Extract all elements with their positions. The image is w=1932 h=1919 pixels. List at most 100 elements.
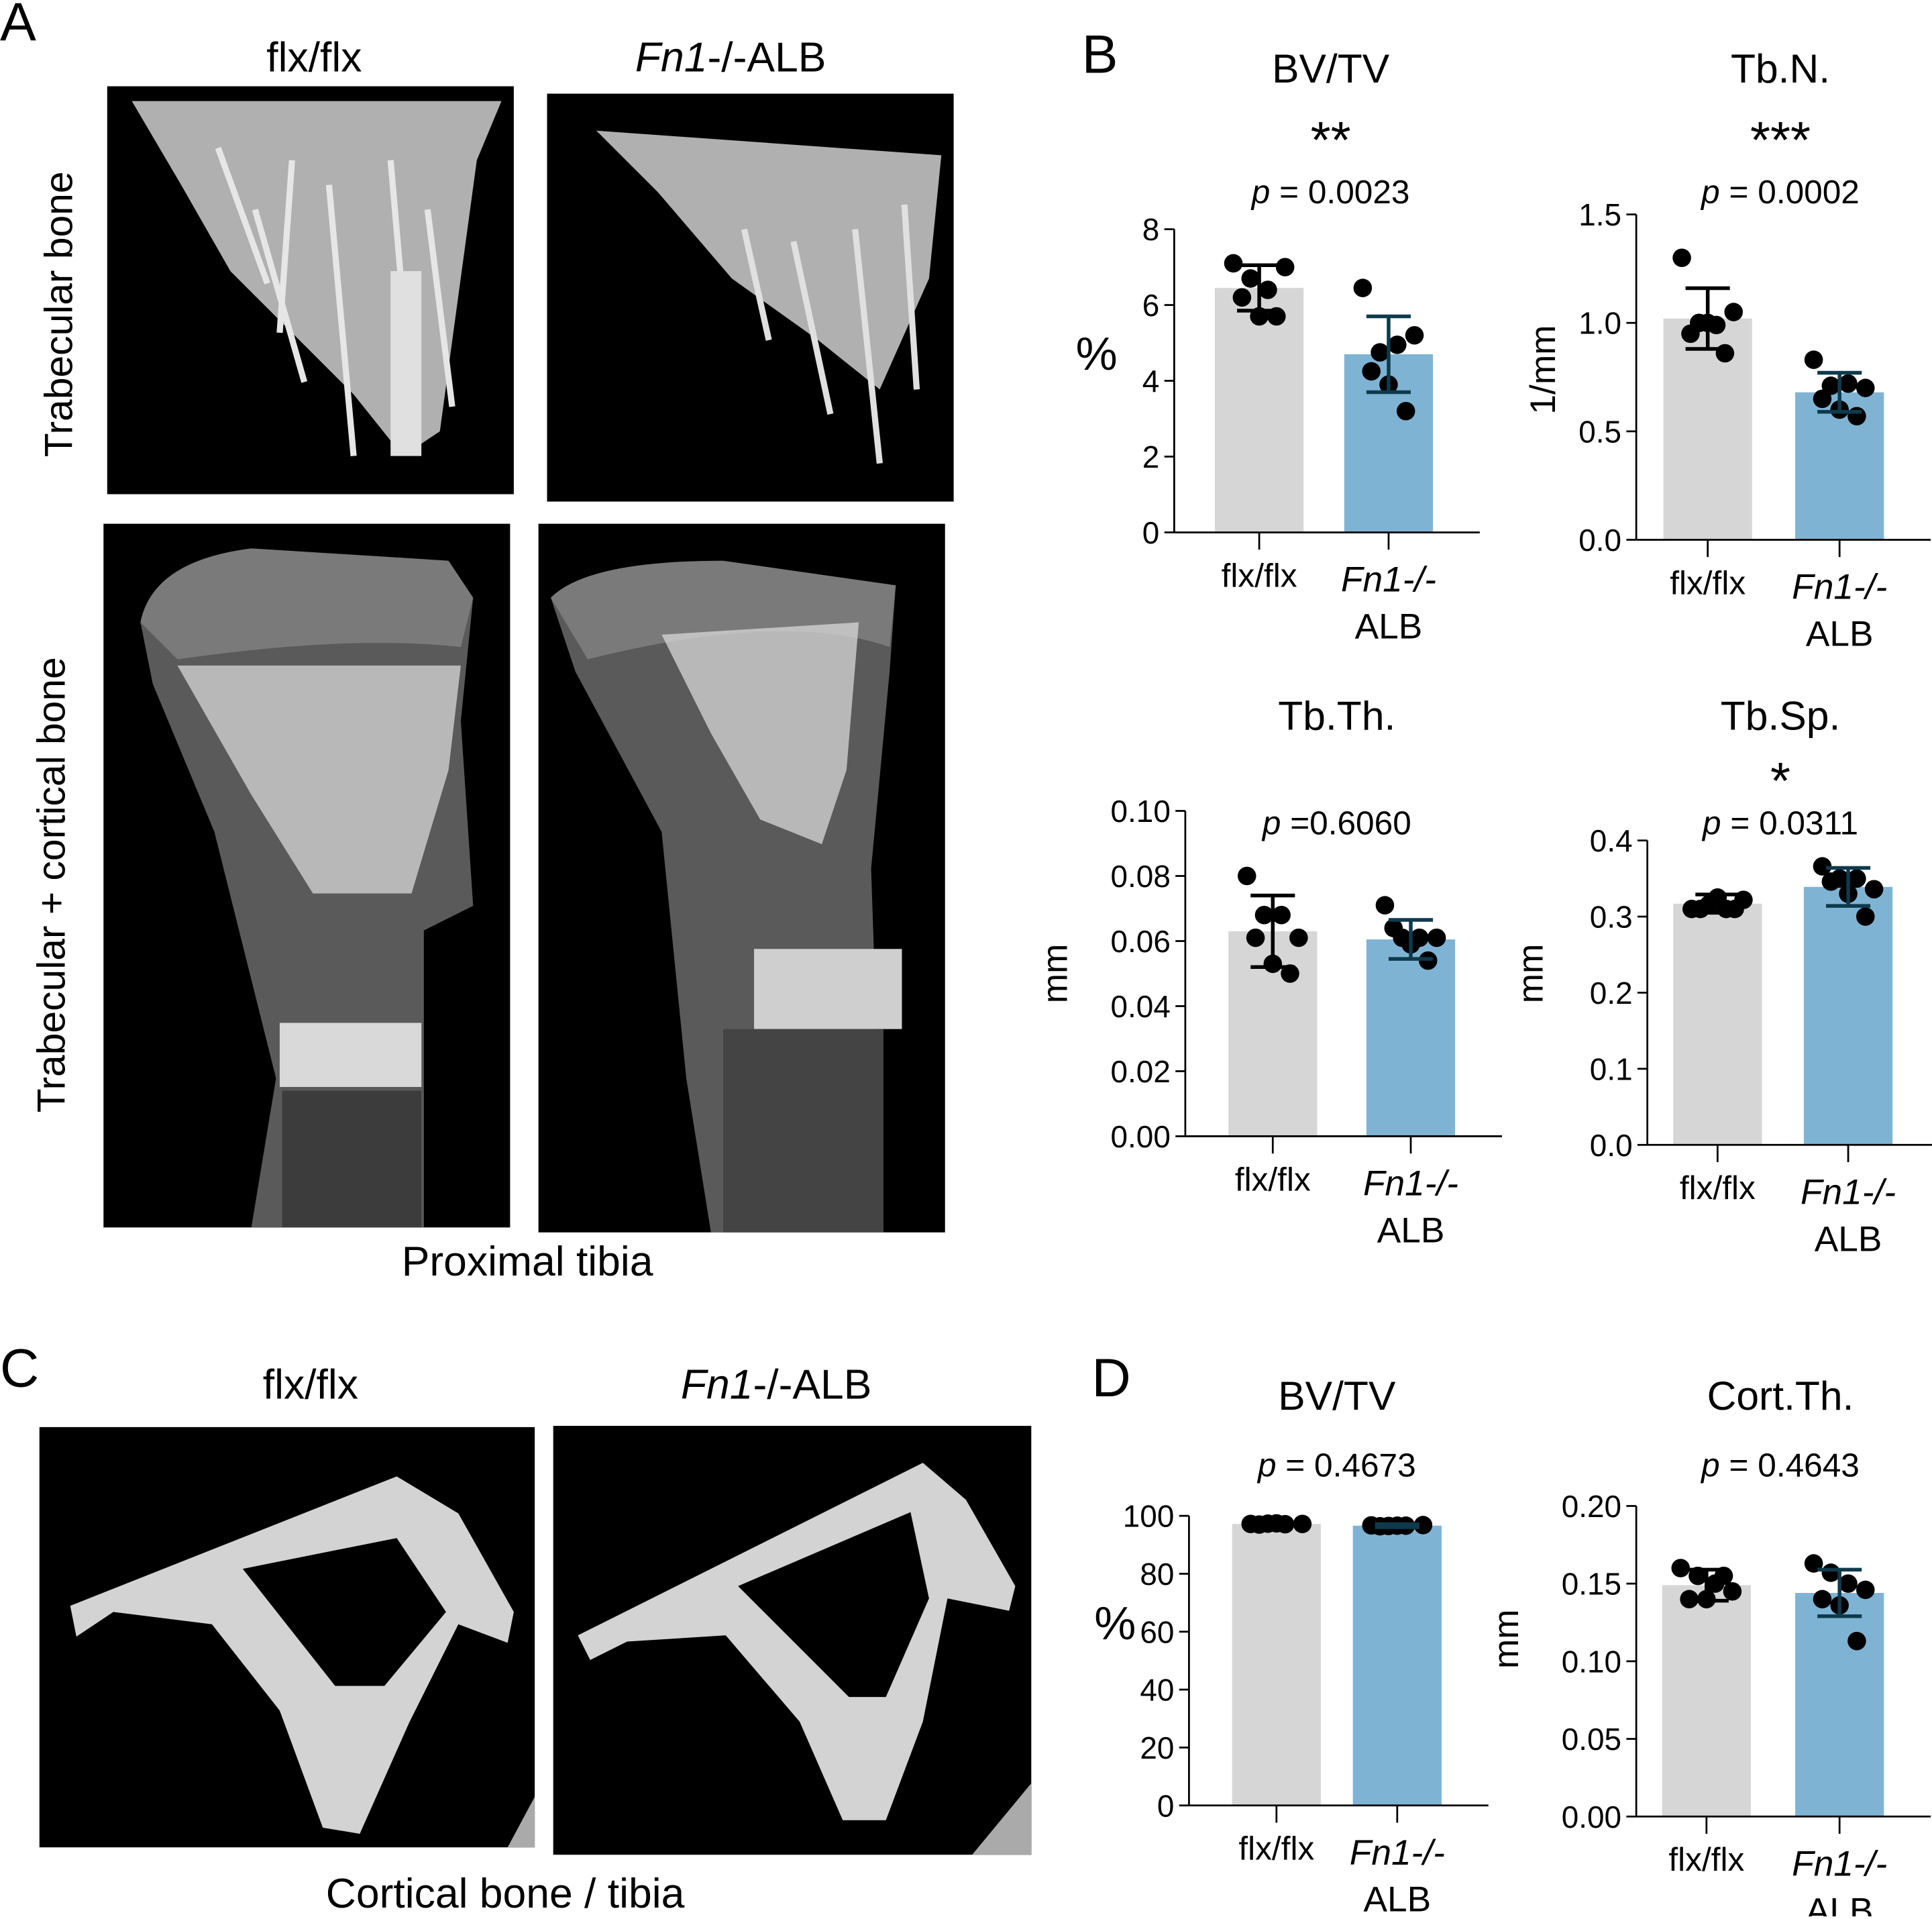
data-point bbox=[1246, 928, 1265, 947]
data-point bbox=[1690, 899, 1710, 919]
bar-control bbox=[1214, 288, 1304, 533]
data-point bbox=[1847, 869, 1866, 888]
bar-control bbox=[1662, 1585, 1751, 1817]
panel-label-c: C bbox=[0, 1338, 40, 1399]
col-label-control-a: flx/flx bbox=[266, 34, 362, 82]
y-tick-label: 0.0 bbox=[1590, 1128, 1633, 1163]
data-point bbox=[1839, 1574, 1858, 1593]
y-axis-label: mm bbox=[1036, 944, 1075, 1004]
col-label-control-c: flx/flx bbox=[262, 1361, 358, 1409]
x-label-control: flx/flx bbox=[1670, 564, 1746, 601]
x-label-ko-line1: Fn1-/- bbox=[1801, 1172, 1896, 1212]
col-label-ko-a: Fn1-/-ALB bbox=[635, 34, 826, 83]
p-number: = 0.4673 bbox=[1285, 1446, 1415, 1484]
x-label-ko-line2: ALB bbox=[1806, 1891, 1874, 1916]
p-value: p = 0.0023 bbox=[1250, 173, 1410, 211]
y-axis-label: 1/mm bbox=[1523, 325, 1563, 414]
p-value: p =0.6060 bbox=[1261, 804, 1411, 841]
panel-label-d: D bbox=[1091, 1348, 1131, 1409]
x-label-control: flx/flx bbox=[1238, 1830, 1314, 1867]
data-point bbox=[1427, 928, 1446, 947]
y-tick-label: 0.1 bbox=[1590, 1051, 1633, 1086]
p-number: = 0.0023 bbox=[1279, 173, 1409, 211]
data-point bbox=[1241, 269, 1260, 288]
p-symbol: p bbox=[1256, 1446, 1285, 1484]
x-label-ko-line1: Fn1-/- bbox=[1363, 1164, 1458, 1204]
x-label-control: flx/flx bbox=[1668, 1840, 1744, 1878]
p-symbol: p bbox=[1250, 173, 1279, 211]
p-symbol: p bbox=[1700, 1446, 1729, 1484]
bar-ko bbox=[1795, 1593, 1884, 1817]
y-axis-label: mm bbox=[1487, 1609, 1526, 1669]
panel-label-a: A bbox=[0, 0, 36, 53]
y-tick-label: 0.3 bbox=[1590, 900, 1633, 935]
data-point bbox=[1821, 376, 1841, 395]
bar-control bbox=[1663, 318, 1752, 540]
data-point bbox=[1839, 374, 1858, 393]
data-point bbox=[1821, 872, 1841, 891]
data-point bbox=[1289, 928, 1308, 947]
data-point bbox=[1362, 362, 1381, 381]
chart-title: Cort.Th. bbox=[1707, 1373, 1854, 1418]
bar-ko bbox=[1803, 886, 1893, 1145]
p-value: p = 0.4673 bbox=[1256, 1446, 1416, 1484]
p-symbol: p bbox=[1700, 173, 1729, 211]
y-tick-label: 20 bbox=[1140, 1730, 1174, 1765]
data-point bbox=[1864, 880, 1884, 898]
y-tick-label: 0 bbox=[1157, 1788, 1175, 1823]
p-number: = 0.0002 bbox=[1729, 173, 1860, 211]
y-tick-label: 6 bbox=[1142, 288, 1160, 323]
bar-ko bbox=[1366, 939, 1456, 1137]
data-point bbox=[1375, 896, 1395, 915]
data-point bbox=[1413, 1516, 1433, 1535]
ko-gene-name: Fn1 bbox=[680, 1361, 753, 1409]
data-point bbox=[1672, 248, 1691, 268]
caption-cortical-bone: Cortical bone / tibia bbox=[325, 1871, 685, 1918]
microct-tibia-ko bbox=[538, 523, 945, 1233]
x-label-ko-line2: ALB bbox=[1815, 1219, 1882, 1259]
col-label-ko-c: Fn1-/-ALB bbox=[681, 1362, 872, 1410]
panel-label-b: B bbox=[1081, 24, 1118, 85]
y-axis-label: % bbox=[1076, 327, 1118, 380]
y-tick-label: 60 bbox=[1140, 1614, 1174, 1649]
y-tick-label: 0.05 bbox=[1562, 1722, 1621, 1757]
p-value: p = 0.4643 bbox=[1700, 1446, 1860, 1484]
y-tick-label: 1.5 bbox=[1578, 197, 1621, 232]
data-point bbox=[1371, 343, 1389, 362]
data-point bbox=[1272, 905, 1291, 925]
y-tick-label: 2 bbox=[1142, 439, 1160, 474]
bar-control bbox=[1673, 903, 1762, 1145]
y-tick-label: 0.08 bbox=[1111, 859, 1171, 894]
data-point bbox=[1847, 1632, 1866, 1651]
p-number: =0.6060 bbox=[1290, 804, 1411, 841]
y-tick-label: 0.20 bbox=[1562, 1489, 1621, 1524]
data-point bbox=[1396, 401, 1415, 421]
y-tick-label: 1.0 bbox=[1578, 306, 1621, 341]
x-label-ko-line1: Fn1-/- bbox=[1792, 1844, 1887, 1883]
significance-stars: ** bbox=[1311, 111, 1351, 169]
data-point bbox=[1856, 378, 1875, 397]
data-point bbox=[1821, 1563, 1841, 1582]
y-axis-label: mm bbox=[1511, 944, 1551, 1004]
microct-trabecular-ko bbox=[547, 93, 954, 502]
data-point bbox=[1725, 899, 1744, 919]
y-tick-label: 0.00 bbox=[1111, 1119, 1171, 1154]
y-tick-label: 100 bbox=[1123, 1499, 1175, 1534]
y-tick-label: 0 bbox=[1142, 515, 1160, 550]
data-point bbox=[1405, 325, 1424, 345]
p-value: p = 0.0311 bbox=[1701, 804, 1858, 841]
y-tick-label: 0.04 bbox=[1111, 989, 1171, 1024]
data-point bbox=[1813, 1590, 1832, 1609]
y-tick-label: 0.02 bbox=[1111, 1054, 1171, 1089]
ko-gene-name: Fn1 bbox=[635, 34, 708, 82]
ko-suffix: -/-ALB bbox=[707, 34, 826, 82]
y-tick-label: 0.06 bbox=[1111, 924, 1171, 959]
bar-ko bbox=[1352, 1525, 1442, 1806]
data-point bbox=[1671, 1559, 1690, 1577]
data-point bbox=[1813, 389, 1832, 409]
p-number: = 0.0311 bbox=[1730, 804, 1858, 841]
data-point bbox=[1856, 1580, 1875, 1600]
x-label-ko-line2: ALB bbox=[1377, 1210, 1445, 1250]
microct-trabecular-control bbox=[107, 86, 514, 495]
